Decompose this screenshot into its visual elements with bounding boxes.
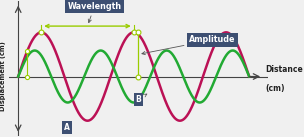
Text: Wavelength: Wavelength: [67, 2, 122, 23]
Text: Displacement (cm): Displacement (cm): [0, 42, 6, 112]
Text: Distance: Distance: [265, 65, 303, 74]
Text: A: A: [64, 123, 70, 132]
Text: B: B: [135, 94, 147, 104]
Text: (cm): (cm): [265, 84, 285, 93]
Text: Amplitude: Amplitude: [142, 35, 236, 55]
